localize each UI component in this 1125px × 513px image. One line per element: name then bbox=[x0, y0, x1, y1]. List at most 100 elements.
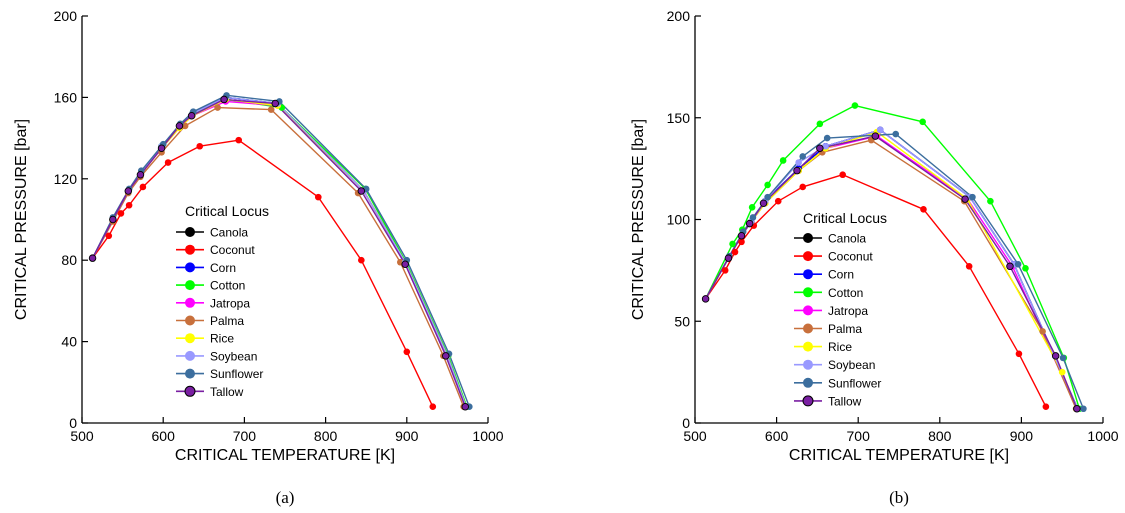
data-point-coconut bbox=[235, 136, 243, 144]
series-line-tallow bbox=[91, 98, 466, 407]
data-point-coconut bbox=[1015, 350, 1023, 358]
legend-swatch-marker bbox=[803, 233, 813, 243]
legend-title: Critical Locus bbox=[803, 210, 887, 226]
legend-item-coconut: Coconut bbox=[794, 250, 873, 264]
legend-label: Soybean bbox=[210, 349, 257, 363]
y-tick-label: 40 bbox=[61, 334, 77, 350]
legend-item-sunflower: Sunflower bbox=[176, 367, 263, 381]
legend-item-sunflower: Sunflower bbox=[794, 376, 881, 390]
x-tick-label: 500 bbox=[70, 428, 94, 444]
data-point-palma bbox=[214, 104, 221, 111]
data-point-tallow bbox=[271, 99, 280, 108]
data-point-cotton bbox=[748, 203, 756, 211]
y-tick-label: 200 bbox=[667, 8, 691, 24]
x-tick-label: 600 bbox=[765, 428, 789, 444]
x-axis-label: CRITICAL TEMPERATURE [K] bbox=[175, 447, 395, 464]
data-point-tallow bbox=[175, 122, 184, 130]
data-point-tallow bbox=[1073, 405, 1081, 413]
data-point-coconut bbox=[314, 193, 322, 201]
data-point-sunflower bbox=[764, 193, 771, 201]
legend: Critical Locus Canola Coconut Corn Cotton Jat… bbox=[794, 210, 887, 408]
data-point-tallow bbox=[136, 170, 145, 179]
data-point-cotton bbox=[987, 197, 994, 205]
data-point-tallow bbox=[1051, 352, 1060, 360]
y-tick-label: 150 bbox=[667, 110, 691, 126]
data-point-tallow bbox=[737, 232, 746, 240]
chart-panel-b: 500 600 700 800 900 1000 0 50 100 150 200 CRITICAL … bbox=[630, 8, 1119, 507]
data-point-cotton bbox=[764, 181, 771, 189]
y-tick-label: 50 bbox=[674, 313, 690, 329]
legend-swatch-marker bbox=[803, 359, 813, 370]
legend-label: Canola bbox=[828, 232, 866, 246]
data-point-tallow bbox=[442, 352, 450, 360]
series-line-jatropa bbox=[91, 100, 467, 407]
legend-label: Canola bbox=[210, 226, 248, 240]
data-point-soybean bbox=[876, 126, 884, 134]
data-point-tallow bbox=[816, 144, 824, 153]
legend-item-soybean: Soybean bbox=[794, 358, 875, 372]
x-tick-label: 800 bbox=[314, 428, 338, 444]
data-point-tallow bbox=[220, 95, 228, 104]
x-tick-label: 1000 bbox=[1087, 428, 1118, 444]
data-point-coconut bbox=[125, 201, 133, 209]
data-point-coconut bbox=[774, 197, 782, 205]
data-point-coconut bbox=[920, 206, 927, 213]
data-point-coconut bbox=[1042, 403, 1050, 411]
series-line-palma bbox=[704, 139, 1077, 410]
legend-label: Rice bbox=[210, 332, 234, 346]
legend-swatch-marker bbox=[184, 385, 196, 397]
series-line-coconut bbox=[705, 174, 1047, 408]
legend-item-jatropa: Jatropa bbox=[794, 304, 868, 318]
legend-label: Sunflower bbox=[210, 367, 263, 381]
data-point-tallow bbox=[124, 187, 133, 195]
x-tick-label: 700 bbox=[847, 428, 871, 444]
data-point-tallow bbox=[759, 199, 768, 207]
series-line-tallow bbox=[704, 135, 1078, 410]
legend-swatch-marker bbox=[803, 323, 813, 334]
legend-item-tallow: Tallow bbox=[176, 385, 244, 399]
series-line-coconut bbox=[91, 139, 434, 408]
legend-label: Cotton bbox=[828, 286, 863, 300]
data-point-sunflower bbox=[799, 153, 807, 160]
x-tick-label: 1000 bbox=[472, 428, 503, 444]
y-axis-label: CRITICAL PRESSURE [bar] bbox=[630, 119, 647, 320]
legend-swatch-marker bbox=[185, 333, 195, 344]
legend-swatch-marker bbox=[803, 341, 813, 352]
legend-label: Palma bbox=[210, 314, 244, 328]
legend-item-rice: Rice bbox=[794, 340, 852, 354]
data-point-tallow bbox=[157, 144, 166, 153]
legend-swatch-marker bbox=[185, 368, 195, 379]
y-tick-label: 160 bbox=[54, 89, 78, 105]
legend-label: Rice bbox=[828, 340, 852, 354]
data-point-tallow bbox=[187, 111, 196, 120]
x-tick-label: 700 bbox=[233, 428, 257, 444]
data-point-sunflower bbox=[1014, 260, 1022, 268]
legend-swatch-marker bbox=[803, 305, 813, 316]
x-tick-label: 600 bbox=[152, 428, 176, 444]
data-point-soybean bbox=[795, 159, 802, 166]
legend-swatch-marker bbox=[185, 227, 195, 237]
data-point-palma bbox=[1039, 328, 1046, 335]
y-tick-label: 80 bbox=[61, 252, 77, 268]
legend-item-palma: Palma bbox=[794, 322, 862, 336]
legend-item-soybean: Soybean bbox=[176, 349, 257, 363]
panel-label: (b) bbox=[889, 488, 909, 507]
series-line-corn bbox=[704, 129, 1079, 410]
data-point-sunflower bbox=[749, 214, 757, 221]
series-line-canola bbox=[704, 129, 1079, 410]
legend-swatch-marker bbox=[803, 377, 813, 388]
data-point-coconut bbox=[799, 183, 807, 191]
data-point-cotton bbox=[851, 102, 859, 109]
y-axis-label: CRITICAL PRESSURE [bar] bbox=[13, 119, 30, 320]
data-point-cotton bbox=[919, 118, 926, 126]
legend-title: Critical Locus bbox=[185, 203, 269, 219]
data-point-rice bbox=[1058, 368, 1066, 376]
data-point-coconut bbox=[117, 210, 125, 217]
series-line-soybean bbox=[704, 129, 1079, 410]
data-point-coconut bbox=[721, 267, 729, 274]
data-point-coconut bbox=[105, 232, 113, 240]
legend-item-coconut: Coconut bbox=[176, 243, 255, 257]
legend-label: Cotton bbox=[210, 279, 245, 293]
data-point-coconut bbox=[429, 403, 437, 411]
